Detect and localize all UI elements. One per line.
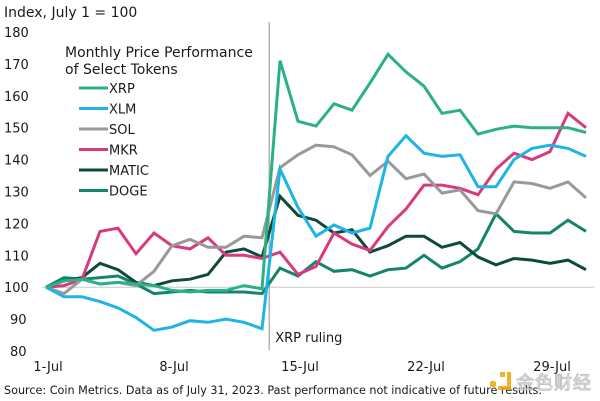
y-tick-label: 170 bbox=[4, 58, 29, 73]
x-tick-label: 29-Jul bbox=[533, 360, 571, 375]
x-tick-label: 15-Jul bbox=[281, 360, 319, 375]
chart-title-line-1: Monthly Price Performance bbox=[65, 45, 253, 61]
y-tick-label: 130 bbox=[4, 186, 29, 201]
legend: XRP XLM SOL MKR MATIC DOGE bbox=[79, 82, 149, 200]
legend-label: DOGE bbox=[109, 185, 148, 200]
watermark: 金色财经 bbox=[490, 369, 592, 395]
watermark-logo-icon bbox=[490, 372, 512, 392]
x-tick-label: 1-Jul bbox=[33, 360, 62, 375]
series-lines bbox=[45, 51, 587, 332]
series-line-xlm bbox=[45, 133, 587, 332]
legend-item-matic: MATIC bbox=[79, 164, 149, 179]
xrp-ruling-annotation: XRP ruling bbox=[275, 331, 342, 346]
y-tick-label: 150 bbox=[4, 122, 29, 137]
chart-title-line-2: of Select Tokens bbox=[65, 62, 178, 78]
y-tick-label: 80 bbox=[10, 345, 27, 360]
series-line-matic bbox=[45, 193, 587, 289]
x-axis-ticks: 1-Jul 8-Jul 15-Jul 22-Jul 29-Jul bbox=[33, 360, 571, 375]
series-line-mkr bbox=[45, 110, 587, 289]
legend-item-doge: DOGE bbox=[79, 185, 148, 200]
source-footnote: Source: Coin Metrics. Data as of July 31… bbox=[4, 384, 542, 397]
y-tick-label: 100 bbox=[4, 281, 29, 296]
legend-item-sol: SOL bbox=[79, 123, 135, 138]
series-line-xrp bbox=[45, 51, 587, 294]
y-tick-label: 120 bbox=[4, 217, 29, 232]
legend-item-mkr: MKR bbox=[79, 144, 138, 159]
y-tick-label: 160 bbox=[4, 90, 29, 105]
legend-label: MATIC bbox=[109, 164, 149, 179]
watermark-text: 金色财经 bbox=[516, 373, 592, 395]
legend-label: XLM bbox=[109, 103, 136, 118]
series-line-sol bbox=[45, 143, 587, 296]
legend-item-xlm: XLM bbox=[79, 103, 136, 118]
y-tick-label: 180 bbox=[4, 26, 29, 41]
y-tick-label: 110 bbox=[4, 249, 29, 264]
legend-label: SOL bbox=[109, 123, 135, 138]
legend-label: MKR bbox=[109, 144, 138, 159]
y-tick-label: 90 bbox=[10, 313, 27, 328]
series-line-doge bbox=[45, 211, 587, 296]
y-axis-label: Index, July 1 = 100 bbox=[4, 5, 137, 21]
y-axis-ticks: 80 90 100 110 120 130 140 150 160 170 180 bbox=[4, 26, 29, 360]
x-tick-label: 8-Jul bbox=[159, 360, 188, 375]
x-tick-label: 22-Jul bbox=[407, 360, 445, 375]
legend-item-xrp: XRP bbox=[79, 82, 135, 97]
y-tick-label: 140 bbox=[4, 154, 29, 169]
legend-label: XRP bbox=[109, 82, 135, 97]
